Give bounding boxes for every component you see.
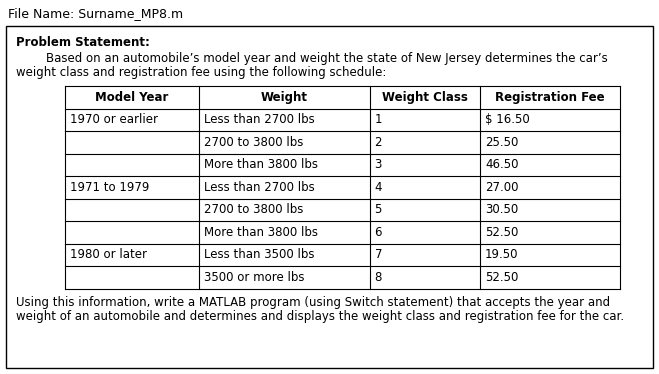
Text: Less than 3500 lbs: Less than 3500 lbs <box>204 248 315 261</box>
Text: 7: 7 <box>374 248 382 261</box>
Text: File Name: Surname_MP8.m: File Name: Surname_MP8.m <box>8 7 183 21</box>
Text: $ 16.50: $ 16.50 <box>485 113 530 126</box>
Text: 19.50: 19.50 <box>485 248 519 261</box>
Text: 6: 6 <box>374 226 382 239</box>
Text: 46.50: 46.50 <box>485 158 519 171</box>
Text: Weight: Weight <box>261 91 308 104</box>
Text: 2700 to 3800 lbs: 2700 to 3800 lbs <box>204 136 304 149</box>
Text: 4: 4 <box>374 181 382 194</box>
Text: Model Year: Model Year <box>96 91 169 104</box>
Text: Using this information, write a MATLAB program (using Switch statement) that acc: Using this information, write a MATLAB p… <box>16 296 610 309</box>
Text: weight class and registration fee using the following schedule:: weight class and registration fee using … <box>16 65 386 79</box>
Text: Problem Statement:: Problem Statement: <box>16 36 150 49</box>
Text: 1980 or later: 1980 or later <box>70 248 147 261</box>
Text: weight of an automobile and determines and displays the weight class and registr: weight of an automobile and determines a… <box>16 310 624 323</box>
Text: 30.50: 30.50 <box>485 203 518 216</box>
Text: 25.50: 25.50 <box>485 136 519 149</box>
Text: 8: 8 <box>374 271 382 284</box>
Text: 1971 to 1979: 1971 to 1979 <box>70 181 150 194</box>
Text: 3: 3 <box>374 158 382 171</box>
Text: Less than 2700 lbs: Less than 2700 lbs <box>204 113 315 126</box>
Text: 2700 to 3800 lbs: 2700 to 3800 lbs <box>204 203 304 216</box>
Text: Registration Fee: Registration Fee <box>495 91 605 104</box>
Text: More than 3800 lbs: More than 3800 lbs <box>204 226 318 239</box>
Text: 5: 5 <box>374 203 382 216</box>
Text: Less than 2700 lbs: Less than 2700 lbs <box>204 181 315 194</box>
Text: 52.50: 52.50 <box>485 226 519 239</box>
Text: Weight Class: Weight Class <box>382 91 468 104</box>
Text: 27.00: 27.00 <box>485 181 519 194</box>
Text: Based on an automobile’s model year and weight the state of New Jersey determine: Based on an automobile’s model year and … <box>16 52 608 64</box>
Text: 3500 or more lbs: 3500 or more lbs <box>204 271 305 284</box>
Text: 1: 1 <box>374 113 382 126</box>
Text: 2: 2 <box>374 136 382 149</box>
Text: 1970 or earlier: 1970 or earlier <box>70 113 158 126</box>
Text: More than 3800 lbs: More than 3800 lbs <box>204 158 318 171</box>
Text: 52.50: 52.50 <box>485 271 519 284</box>
